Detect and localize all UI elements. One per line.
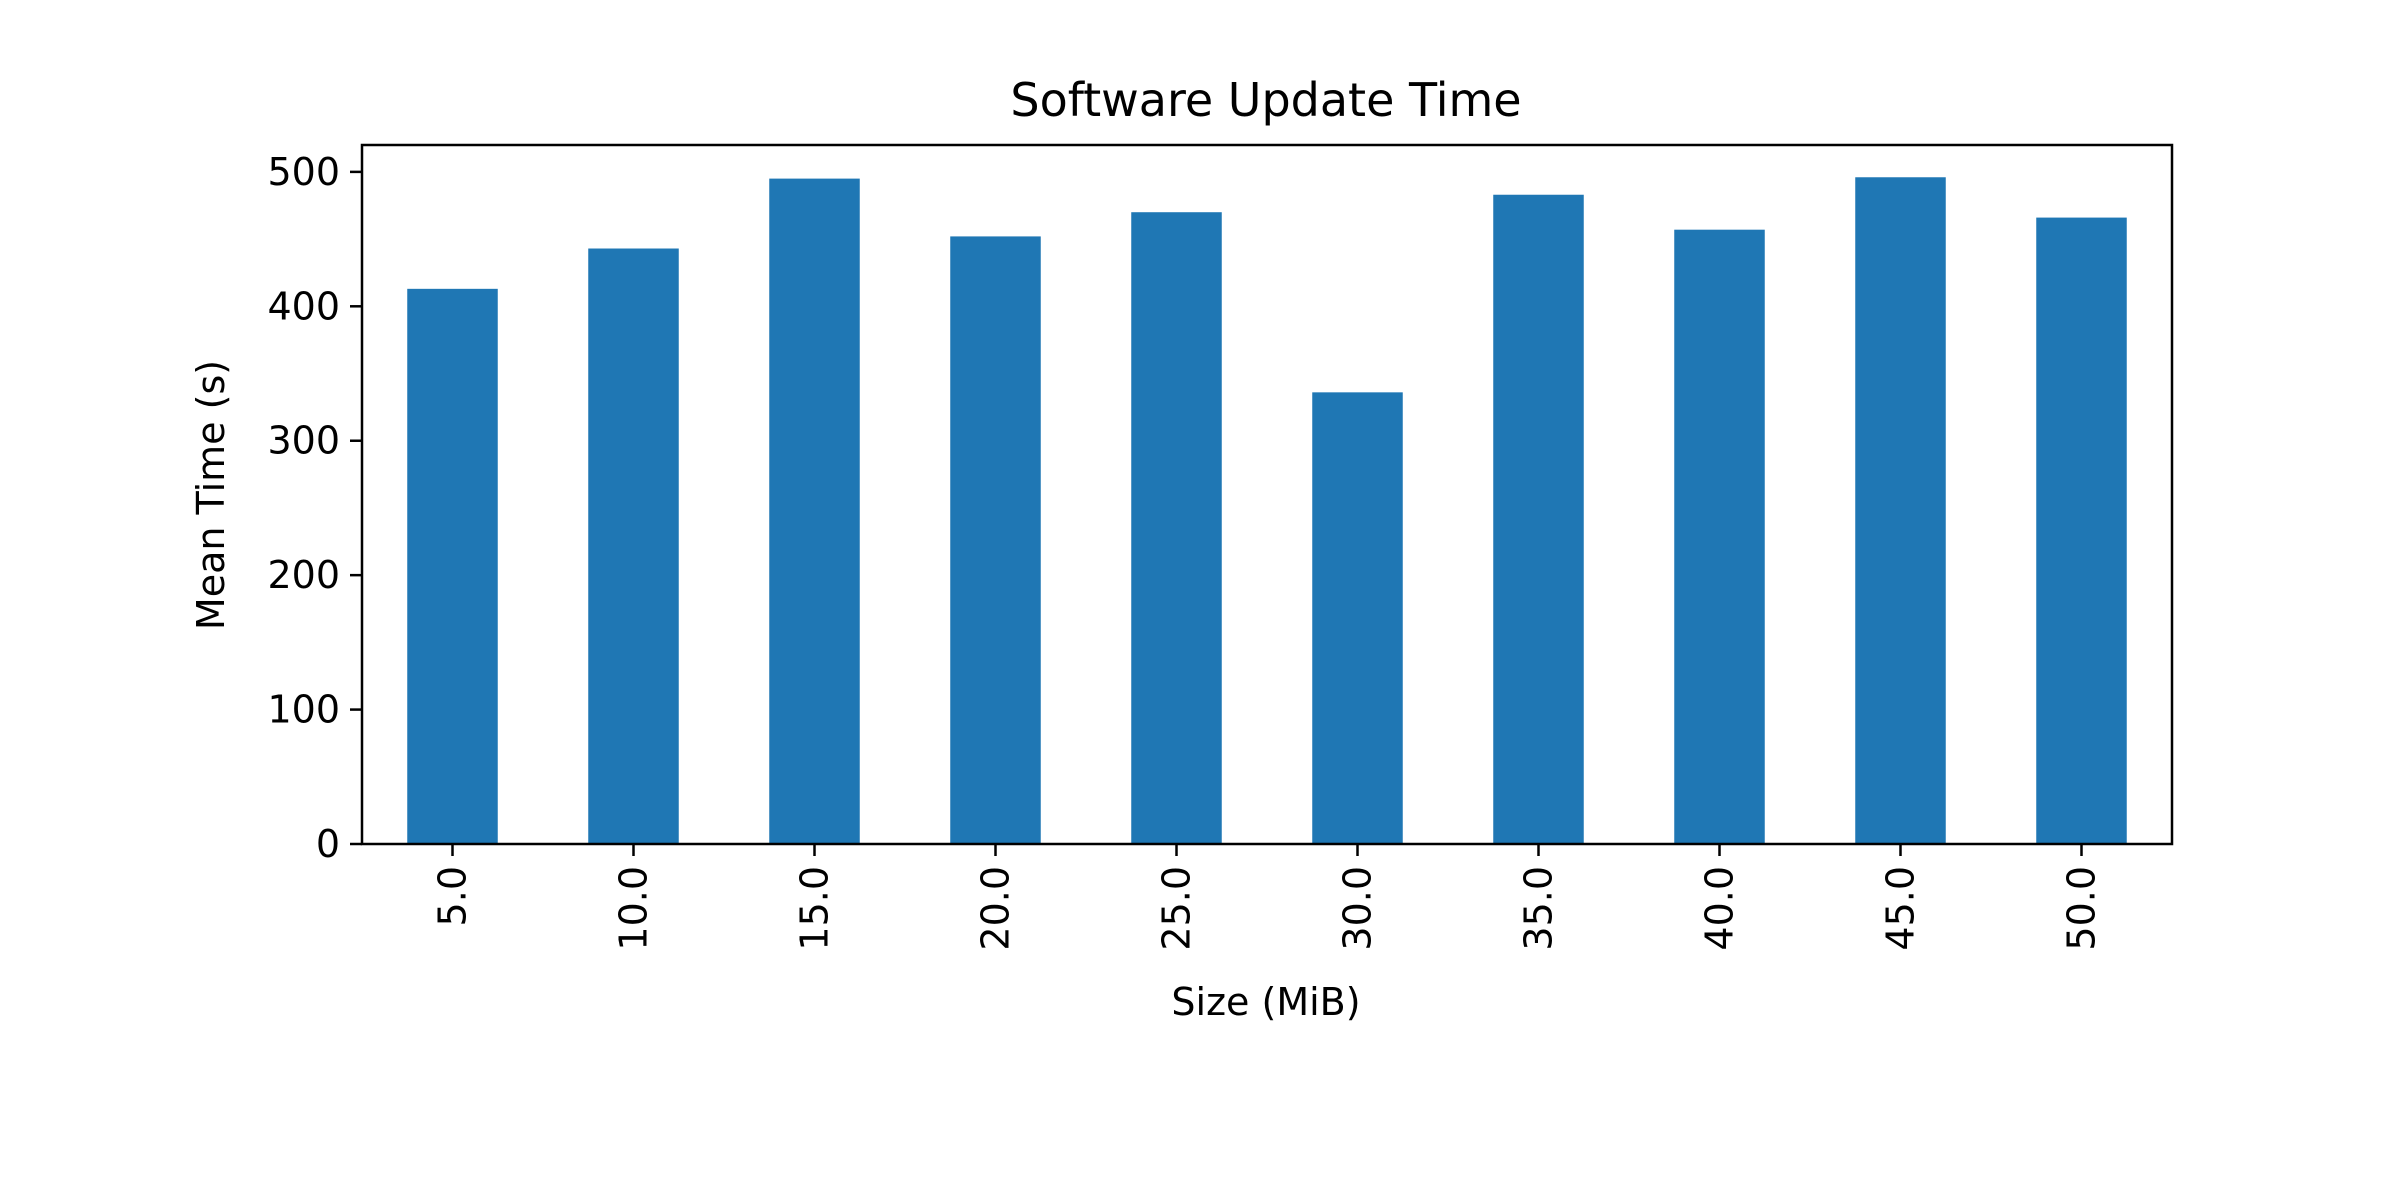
bar-30.0 [1312, 392, 1403, 844]
x-tick-label: 45.0 [1879, 866, 1923, 951]
x-axis-ticks: 5.0 10.0 15.0 20.0 25.0 30.0 35.0 40.0 45.0 50.0 [431, 844, 2104, 951]
bar-35.0 [1493, 194, 1584, 844]
x-axis-label: Size (MiB) [1171, 980, 1360, 1024]
bar-5.0 [407, 288, 498, 844]
x-tick-label: 35.0 [1517, 866, 1561, 951]
bars-group [407, 177, 2127, 845]
x-tick-label: 20.0 [974, 866, 1018, 951]
y-tick-label: 100 [267, 688, 340, 732]
x-tick-label: 30.0 [1336, 866, 1380, 951]
y-tick-label: 300 [267, 419, 340, 463]
x-tick-label: 10.0 [612, 866, 656, 951]
bar-15.0 [769, 178, 860, 844]
bar-25.0 [1131, 212, 1222, 844]
y-tick-label: 400 [267, 284, 340, 328]
y-tick-label: 500 [267, 150, 340, 194]
bar-45.0 [1855, 177, 1946, 844]
y-axis-ticks: 0 100 200 300 400 500 [267, 150, 362, 866]
bar-40.0 [1674, 229, 1765, 845]
x-tick-label: 40.0 [1698, 866, 1742, 951]
y-tick-label: 200 [267, 553, 340, 597]
bar-50.0 [2036, 217, 2127, 845]
x-tick-label: 15.0 [793, 866, 837, 951]
x-tick-label: 5.0 [431, 866, 475, 926]
x-tick-label: 25.0 [1155, 866, 1199, 951]
y-axis-label: Mean Time (s) [189, 360, 233, 630]
plot-frame [360, 143, 2174, 846]
bar-20.0 [950, 236, 1041, 844]
y-tick-label: 0 [316, 822, 340, 866]
bar-10.0 [588, 248, 679, 845]
x-tick-label: 50.0 [2060, 866, 2104, 951]
chart-title: Software Update Time [1010, 73, 1521, 127]
